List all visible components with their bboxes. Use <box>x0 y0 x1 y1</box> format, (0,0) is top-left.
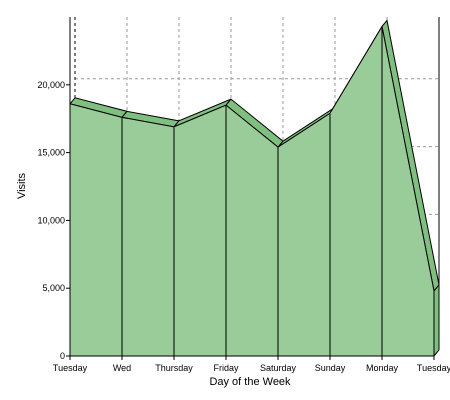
y-axis-title: Visits <box>16 172 28 199</box>
y-tick-label: 15,000 <box>37 148 65 158</box>
y-tick-labels: 0 5,000 10,000 15,000 20,000 <box>37 80 70 361</box>
series-area <box>69 19 440 358</box>
y-tick-label: 0 <box>60 351 65 361</box>
x-tick-label: Monday <box>366 363 399 373</box>
y-tick-label: 10,000 <box>37 215 65 225</box>
x-tick-label: Wed <box>113 363 131 373</box>
area-side-face <box>433 283 440 358</box>
x-axis-title: Day of the Week <box>209 376 291 388</box>
x-tick-label: Tuesday <box>53 363 88 373</box>
x-tick-label: Saturday <box>260 363 297 373</box>
x-tick-label: Tuesday <box>417 363 450 373</box>
x-tick-labels: Tuesday Wed Thursday Friday Saturday Sunday Mo… <box>53 356 450 373</box>
x-tick-label: Thursday <box>155 363 193 373</box>
area-front-face <box>69 25 435 357</box>
y-tick-label: 20,000 <box>37 80 65 90</box>
x-tick-label: Sunday <box>315 363 346 373</box>
y-tick-label: 5,000 <box>42 283 65 293</box>
x-tick-label: Friday <box>213 363 239 373</box>
